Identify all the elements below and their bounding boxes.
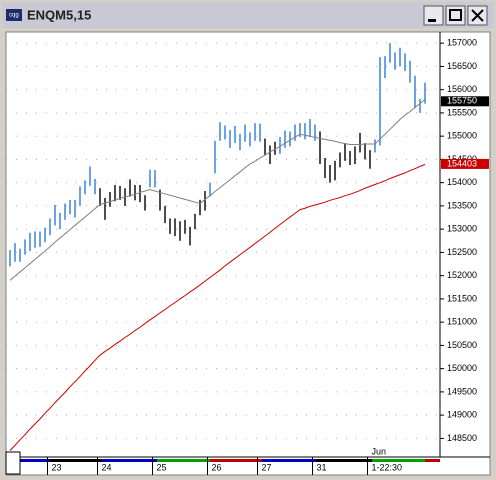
moving-average (9, 99, 426, 281)
y-tick-label: 154000 (447, 177, 477, 187)
y-tick-label: 153000 (447, 224, 477, 234)
y-tick-label: 156000 (447, 84, 477, 94)
y-tick-label: 154500 (447, 154, 477, 164)
close-button[interactable] (467, 5, 488, 26)
price-marker (441, 96, 489, 107)
price-marker (441, 158, 489, 169)
y-tick-label: 149500 (447, 386, 477, 396)
price-marker-label: 154403 (447, 158, 477, 168)
x-tick-label: 25 (157, 462, 167, 472)
y-tick-label: 155500 (447, 107, 477, 117)
window-title: ENQM5,15 (27, 7, 91, 22)
icon-glyph: cqg (9, 13, 19, 19)
maximize-button[interactable] (445, 5, 466, 26)
corner-box (5, 451, 21, 475)
y-tick-label: 153500 (447, 200, 477, 210)
x-tick-label: 27 (262, 462, 272, 472)
y-tick-label: 149000 (447, 410, 477, 420)
price-marker-label: 155750 (447, 96, 477, 106)
x-tick-label: 31 (317, 462, 327, 472)
y-tick-label: 151000 (447, 317, 477, 327)
y-tick-label: 150500 (447, 340, 477, 350)
x-tick-label: 24 (102, 462, 112, 472)
month-label: Jun (372, 446, 387, 456)
y-tick-label: 150000 (447, 363, 477, 373)
x-tick-label: 1-22:30 (372, 462, 403, 472)
moving-average (9, 164, 426, 451)
y-tick-label: 148500 (447, 433, 477, 443)
y-tick-label: 156500 (447, 61, 477, 71)
y-tick-label: 152500 (447, 247, 477, 257)
chart-area (5, 31, 491, 476)
y-tick-label: 152000 (447, 270, 477, 280)
title-bar (2, 2, 494, 28)
y-tick-label: 155000 (447, 131, 477, 141)
day-strip (20, 459, 440, 462)
minimize-button[interactable] (423, 5, 444, 26)
y-tick-label: 157000 (447, 38, 477, 48)
app-icon (6, 9, 22, 21)
y-tick-label: 151500 (447, 293, 477, 303)
x-tick-label: 23 (52, 462, 62, 472)
x-tick-label: 26 (212, 462, 222, 472)
